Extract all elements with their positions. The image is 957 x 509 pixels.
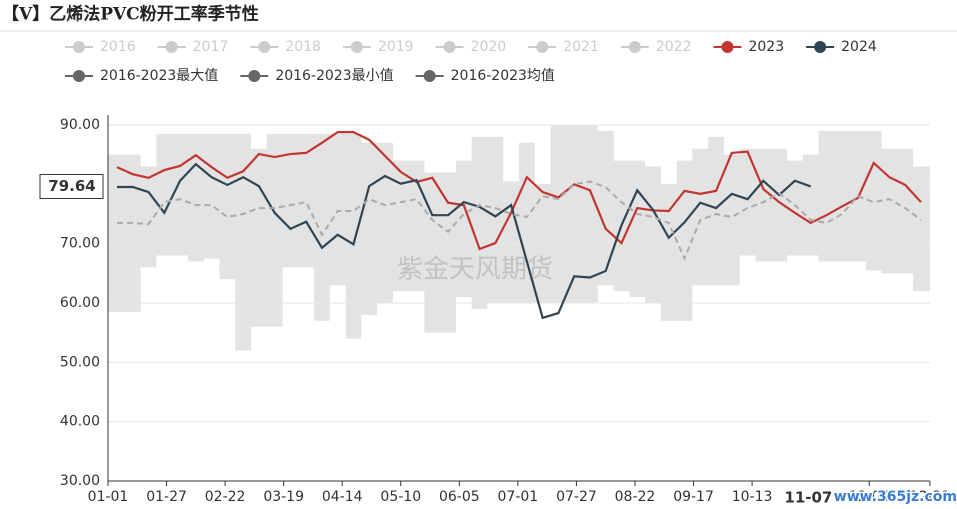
legend-item[interactable]: 2016-2023均值 xyxy=(415,68,555,84)
x-tick-label: 04-14 xyxy=(322,489,363,505)
legend-label: 2016-2023最小值 xyxy=(275,68,393,84)
legend-item[interactable]: 2022 xyxy=(620,39,692,55)
site-mark: www.365jz.com xyxy=(834,489,957,505)
legend-marker xyxy=(73,70,85,82)
x-tick-label: 09-17 xyxy=(673,489,714,505)
x-tick-label: 05-10 xyxy=(380,489,421,505)
legend-marker xyxy=(73,41,85,53)
x-tick-label: 07-01 xyxy=(498,489,539,505)
legend-marker xyxy=(248,70,261,82)
legend-item[interactable]: 2021 xyxy=(528,39,599,55)
x-pointer-box xyxy=(778,485,839,509)
series-line xyxy=(117,162,812,320)
x-tick-label: 07-27 xyxy=(556,489,597,505)
legend-label: 2024 xyxy=(841,39,877,55)
legend-marker xyxy=(350,41,363,53)
legend-label: 2016 xyxy=(100,39,136,55)
legend-label: 2017 xyxy=(193,39,229,55)
legend-marker xyxy=(721,41,734,53)
legend-label: 2016-2023最大值 xyxy=(100,68,218,84)
legend-marker xyxy=(423,70,436,82)
chart-title: 【V】乙烯法PVC粉开工率季节性 xyxy=(2,4,259,25)
x-tick-label: 02-22 xyxy=(205,489,246,505)
legend-item[interactable]: 2016-2023最大值 xyxy=(65,68,218,84)
y-tick-label: 50.00 xyxy=(60,354,100,370)
legend-item[interactable]: 2023 xyxy=(713,39,784,55)
x-tick-label: 01-01 xyxy=(88,489,129,505)
legend-item[interactable]: 2016-2023最小值 xyxy=(240,68,394,84)
series-line xyxy=(117,180,922,262)
x-tick-label: 10-13 xyxy=(732,489,773,505)
y-pointer-label: 79.64 xyxy=(48,177,95,195)
legend-marker xyxy=(628,41,641,53)
legend-label: 2021 xyxy=(563,39,599,55)
x-tick-label: 01-27 xyxy=(146,489,187,505)
legend-marker xyxy=(536,41,549,53)
legend-marker xyxy=(814,41,827,53)
legend-label: 2023 xyxy=(748,39,784,55)
legend-label: 2022 xyxy=(656,39,692,55)
x-tick-label: 12-31 xyxy=(910,489,951,505)
y-tick-label: 40.00 xyxy=(60,414,100,430)
legend-item[interactable]: 2024 xyxy=(806,39,877,55)
legend-item[interactable]: 2017 xyxy=(157,39,229,55)
x-tick-label: 03-19 xyxy=(263,489,304,505)
legend-label: 2018 xyxy=(285,39,321,55)
legend-marker xyxy=(258,41,271,53)
x-pointer-label: 11-07 xyxy=(784,489,832,507)
legend-item[interactable]: 2019 xyxy=(342,39,414,55)
legend-label: 2016-2023均值 xyxy=(451,68,555,84)
y-tick-label: 90.00 xyxy=(60,117,100,133)
legend-item[interactable]: 2020 xyxy=(435,39,507,55)
x-tick-label: 06-05 xyxy=(439,489,480,505)
legend-label: 2020 xyxy=(471,39,507,55)
x-tick-label: 12-04 xyxy=(849,489,890,505)
legend-label: 2019 xyxy=(378,39,414,55)
y-tick-label: 30.00 xyxy=(60,473,100,489)
series-line xyxy=(116,131,922,251)
y-tick-label: 60.00 xyxy=(60,295,100,311)
y-tick-label: 70.00 xyxy=(60,236,100,252)
legend-item[interactable]: 2018 xyxy=(250,39,321,55)
range-band xyxy=(108,125,930,351)
legend-item[interactable]: 2016 xyxy=(65,39,136,55)
legend-marker xyxy=(443,41,456,53)
legend-marker xyxy=(165,41,178,53)
y-pointer-box xyxy=(39,173,104,199)
x-tick-label: 08-22 xyxy=(615,489,656,505)
